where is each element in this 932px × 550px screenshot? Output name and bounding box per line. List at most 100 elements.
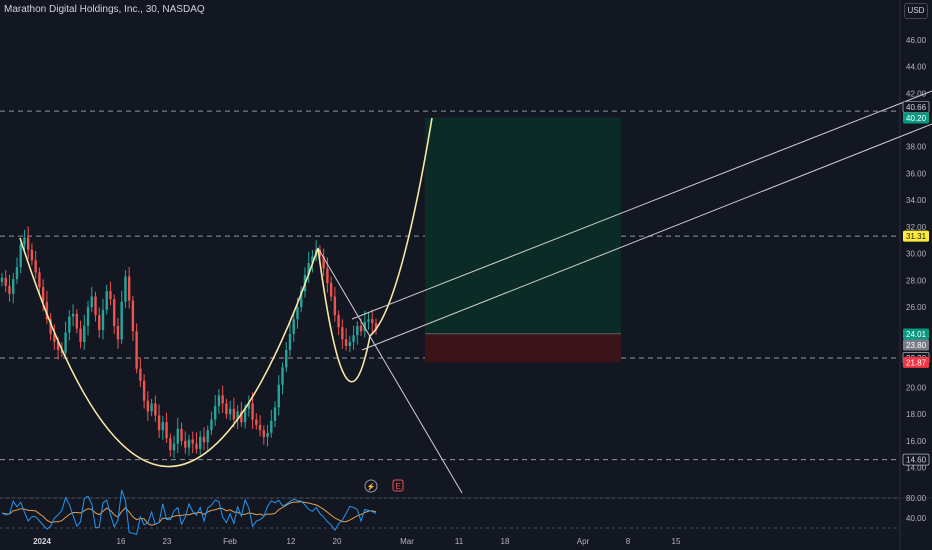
price-label-box: [903, 112, 929, 124]
candle: [41, 287, 45, 302]
x-tick-label: Feb: [223, 537, 237, 546]
candle: [90, 296, 93, 308]
candle: [150, 403, 153, 412]
candle: [23, 237, 26, 245]
candle: [285, 349, 288, 368]
candle: [161, 422, 165, 431]
candle: [311, 256, 314, 264]
candle: [300, 291, 303, 308]
candle: [120, 301, 123, 340]
candle: [79, 328, 82, 342]
candle: [53, 333, 56, 342]
price-label-text: 14.60: [906, 456, 927, 465]
candle: [337, 315, 340, 328]
candle: [154, 403, 157, 416]
candle: [232, 408, 236, 420]
candle: [101, 309, 105, 330]
currency-button[interactable]: USD: [904, 3, 928, 19]
candle: [356, 325, 359, 336]
candle: [199, 436, 202, 449]
candle: [86, 307, 90, 326]
x-tick-label: 15: [672, 537, 681, 546]
channel-upper: [351, 90, 932, 320]
descending-trendline: [317, 247, 463, 494]
price-label: 21.87: [903, 356, 929, 368]
price-label-box: [903, 230, 929, 242]
candle: [236, 411, 239, 420]
candle: [191, 439, 194, 444]
candle: [8, 285, 11, 294]
x-tick-label: Mar: [400, 537, 414, 546]
price-label: 40.20: [903, 112, 929, 124]
candle: [213, 406, 217, 420]
candle: [56, 341, 60, 350]
y-tick-label: 20.00: [906, 383, 927, 392]
candle: [109, 291, 112, 300]
candle: [344, 339, 348, 346]
y-tick-label: 32.00: [906, 223, 927, 232]
candle: [139, 368, 142, 381]
candle: [195, 443, 198, 449]
candle: [363, 321, 366, 332]
profit-zone: [425, 117, 621, 334]
candle: [176, 428, 179, 444]
candle: [135, 331, 138, 369]
price-label-text: 40.66: [906, 103, 927, 112]
candle: [266, 432, 269, 437]
candle: [228, 408, 232, 415]
candle: [288, 333, 292, 350]
candle: [273, 407, 277, 421]
candle: [157, 415, 161, 431]
candle: [124, 276, 127, 302]
candle: [38, 272, 41, 288]
candles: [0, 226, 378, 459]
candle: [247, 403, 251, 409]
price-label: 31.31: [903, 230, 929, 242]
candle: [71, 313, 75, 317]
y-tick-label: 42.00: [906, 89, 927, 98]
x-tick-label: 11: [455, 537, 464, 546]
lightning-marker: [364, 479, 378, 493]
candle: [45, 301, 49, 320]
candle: [329, 283, 333, 297]
x-tick-label: 8: [626, 537, 631, 546]
indicator-tick-label: 80.00: [906, 494, 927, 503]
candle: [270, 420, 273, 433]
candle: [131, 300, 135, 332]
candle: [322, 256, 325, 269]
candle: [180, 428, 183, 441]
x-tick-label: 20: [333, 537, 342, 546]
candle: [292, 319, 295, 334]
candle: [169, 438, 172, 451]
candle: [202, 436, 206, 443]
candle: [94, 296, 97, 316]
y-tick-label: 18.00: [906, 410, 927, 419]
candle: [49, 319, 52, 334]
price-label-box: [903, 328, 929, 340]
candle: [374, 323, 378, 330]
y-tick-label: 28.00: [906, 276, 927, 285]
price-label: 23.80: [903, 339, 929, 351]
candle: [34, 260, 37, 273]
lightning-icon: ⚡: [367, 482, 376, 491]
price-label-text: 21.87: [906, 358, 927, 367]
candle: [225, 403, 228, 415]
candle: [184, 440, 187, 448]
y-tick-label: 14.00: [906, 464, 927, 473]
price-label: 24.01: [903, 328, 929, 340]
candle: [243, 408, 247, 423]
candle: [255, 419, 258, 425]
candle: [296, 307, 299, 320]
price-label-text: 23.80: [906, 341, 927, 350]
x-tick-label: 12: [287, 537, 296, 546]
indicator-line: [1, 489, 377, 536]
candle: [281, 367, 284, 385]
price-label-box: [903, 339, 929, 351]
candle: [240, 411, 243, 423]
y-tick-label: 44.00: [906, 63, 927, 72]
price-label-text: 31.31: [906, 232, 927, 241]
candle: [75, 313, 78, 329]
candle: [165, 422, 168, 439]
candle: [26, 237, 30, 250]
